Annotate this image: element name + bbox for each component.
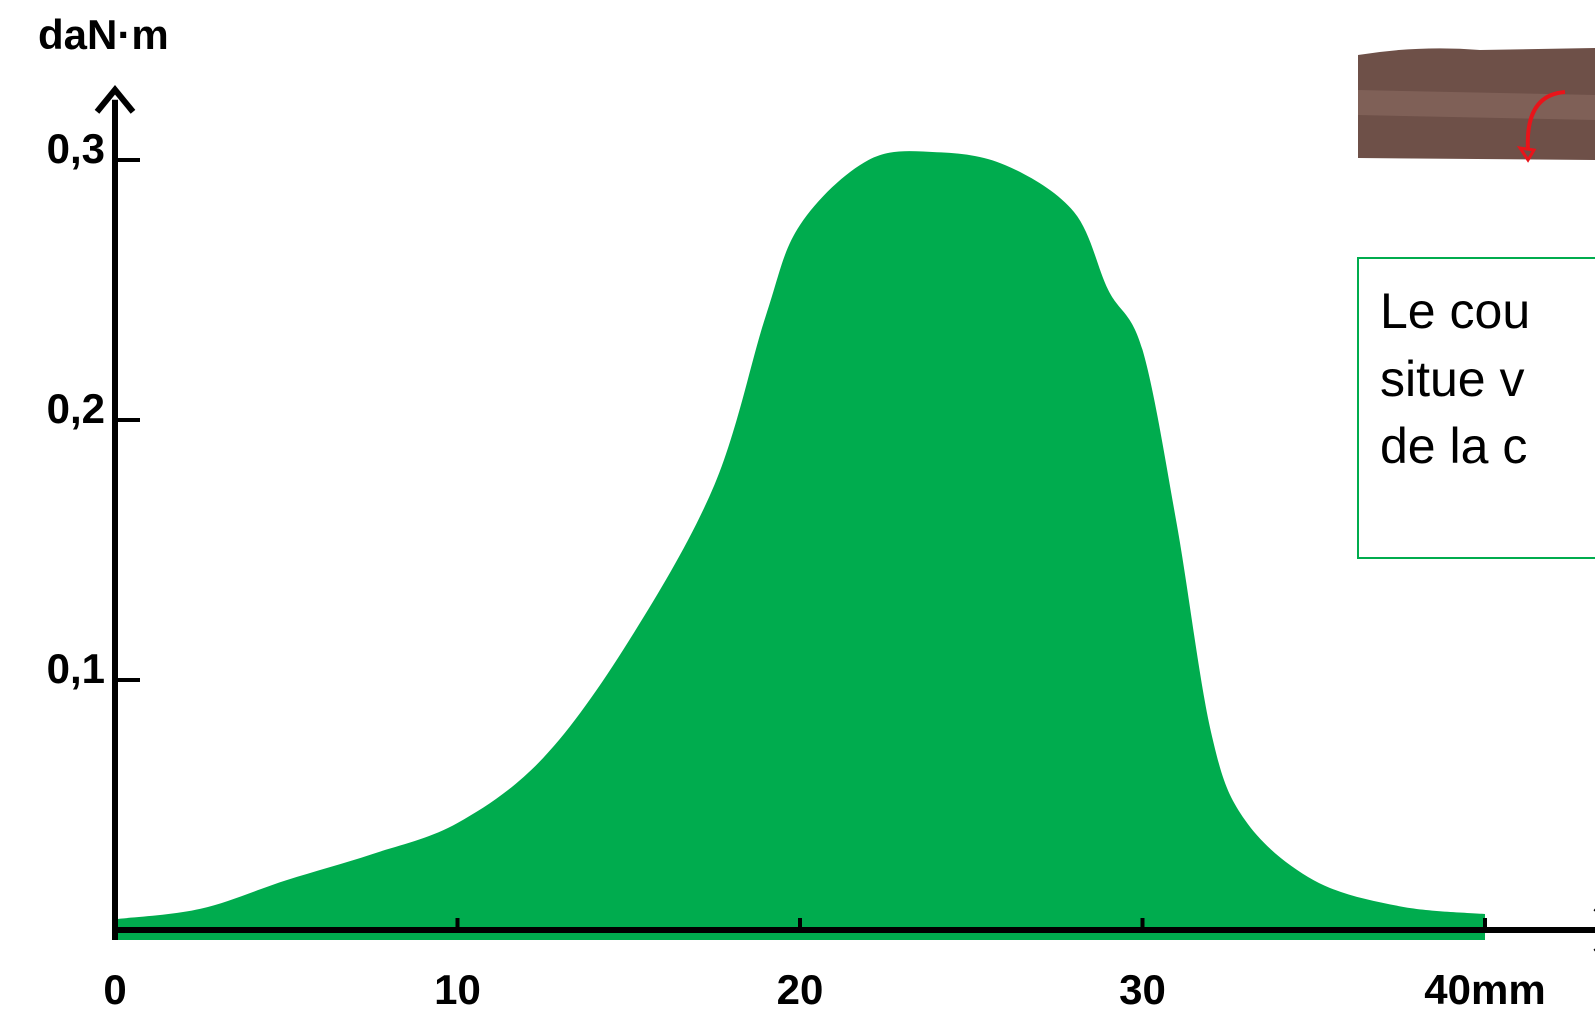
annotation-line: situe v: [1380, 351, 1525, 407]
x-tick-label: 40mm: [1424, 966, 1545, 1013]
y-axis-label: daN·m: [38, 11, 169, 58]
y-tick-label: 0,2: [47, 385, 105, 432]
y-tick-label: 0,1: [47, 645, 105, 692]
chart: Le cou situe v de la c daN·m 0,1 0,2 0,3 0 1…: [0, 0, 1595, 1022]
page: Le cou situe v de la c daN·m 0,1 0,2 0,3 0 1…: [0, 0, 1595, 1022]
y-tick-label: 0,3: [47, 125, 105, 172]
annotation-line: Le cou: [1380, 283, 1530, 339]
x-tick-label: 10: [434, 966, 481, 1013]
x-tick-label: 0: [103, 966, 126, 1013]
area: [115, 151, 1485, 940]
x-tick-label: 30: [1119, 966, 1166, 1013]
x-tick-label: 20: [777, 966, 824, 1013]
annotation-line: de la c: [1380, 418, 1527, 474]
photo: [1358, 48, 1595, 220]
